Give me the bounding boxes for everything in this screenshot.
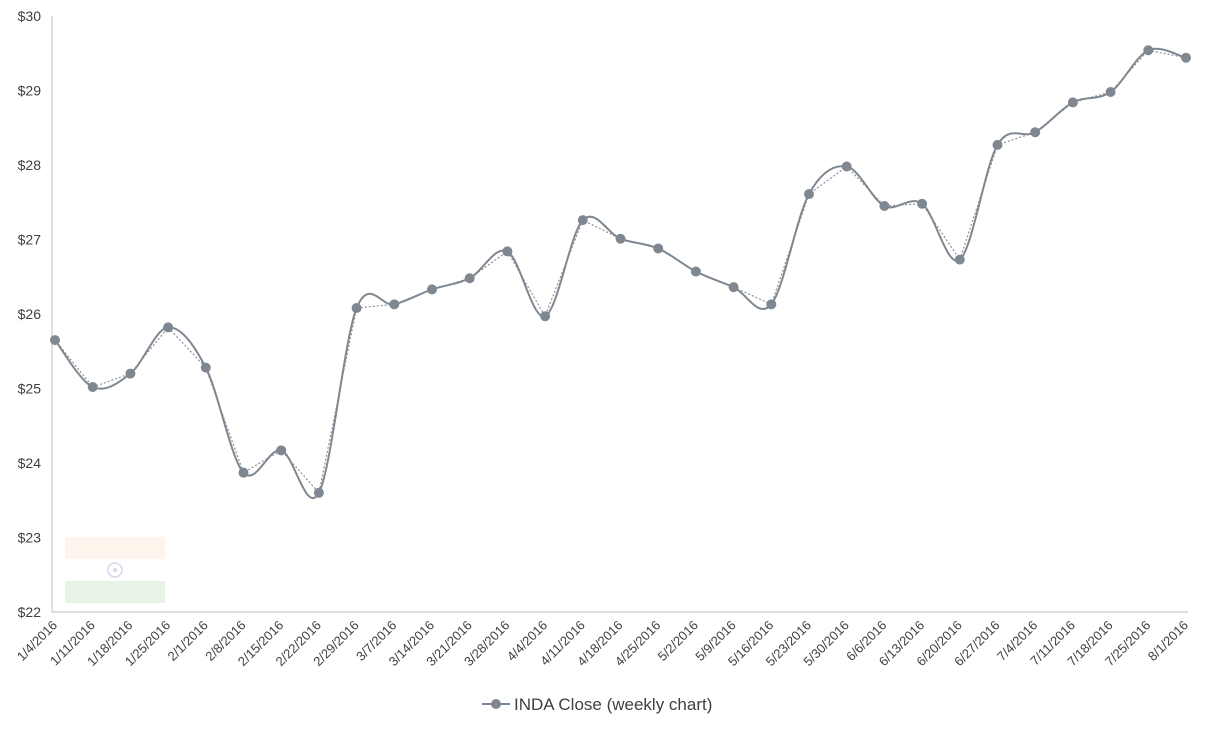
data-point [313, 487, 324, 498]
data-point [200, 362, 211, 373]
data-point [464, 273, 475, 284]
data-point [540, 311, 551, 322]
data-point [577, 215, 588, 226]
y-tick-label: $26 [18, 306, 42, 322]
y-tick-label: $22 [18, 604, 42, 620]
flag-saffron-band [65, 537, 165, 559]
data-point [427, 284, 437, 295]
data-point [690, 266, 701, 277]
data-point [879, 200, 890, 211]
y-tick-label: $23 [18, 530, 42, 546]
y-tick-label: $28 [18, 157, 42, 173]
legend-marker-swatch [491, 699, 501, 709]
data-point [653, 243, 664, 254]
data-point [502, 246, 513, 257]
data-point [728, 282, 739, 293]
data-point [766, 299, 777, 310]
y-tick-label: $29 [18, 83, 42, 99]
data-point [1105, 86, 1116, 97]
y-tick-label: $30 [18, 8, 42, 24]
series-layer [50, 45, 1191, 500]
axes [51, 16, 1188, 613]
data-point [1067, 97, 1078, 108]
data-point [804, 189, 814, 200]
series-line [54, 47, 1187, 500]
data-point [1181, 52, 1191, 63]
flag-chakra-hub [113, 568, 117, 572]
flag-chakra [107, 562, 123, 578]
legend: INDA Close (weekly chart) [482, 695, 712, 714]
x-tick-label: 2/1/2016 [165, 618, 211, 664]
data-point [1030, 127, 1041, 138]
data-point [351, 303, 362, 314]
data-point [992, 139, 1003, 150]
data-point [50, 335, 60, 346]
data-point [615, 233, 626, 244]
y-tick-label: $24 [18, 455, 42, 471]
x-tick-label: 8/1/2016 [1145, 618, 1191, 664]
data-point [87, 382, 98, 393]
data-point [238, 467, 249, 478]
data-point [917, 198, 928, 209]
y-tick-label: $27 [18, 232, 42, 248]
data-point [125, 368, 136, 379]
flag-green-band [65, 581, 165, 603]
y-tick-labels: $22 $23 $24 $25 $26 $27 $28 $29 $30 [18, 8, 42, 620]
data-point [163, 322, 174, 333]
data-point [954, 254, 965, 265]
x-tick-label: 5/2/2016 [655, 618, 701, 664]
india-flag-icon [65, 537, 165, 603]
y-tick-label: $25 [18, 381, 42, 397]
data-point [1143, 45, 1154, 56]
data-point [276, 445, 287, 456]
x-tick-labels: 1/4/20161/11/20161/18/20161/25/20162/1/2… [14, 618, 1191, 670]
legend-label: INDA Close (weekly chart) [514, 695, 712, 714]
data-point [389, 299, 400, 310]
data-point [841, 161, 852, 172]
